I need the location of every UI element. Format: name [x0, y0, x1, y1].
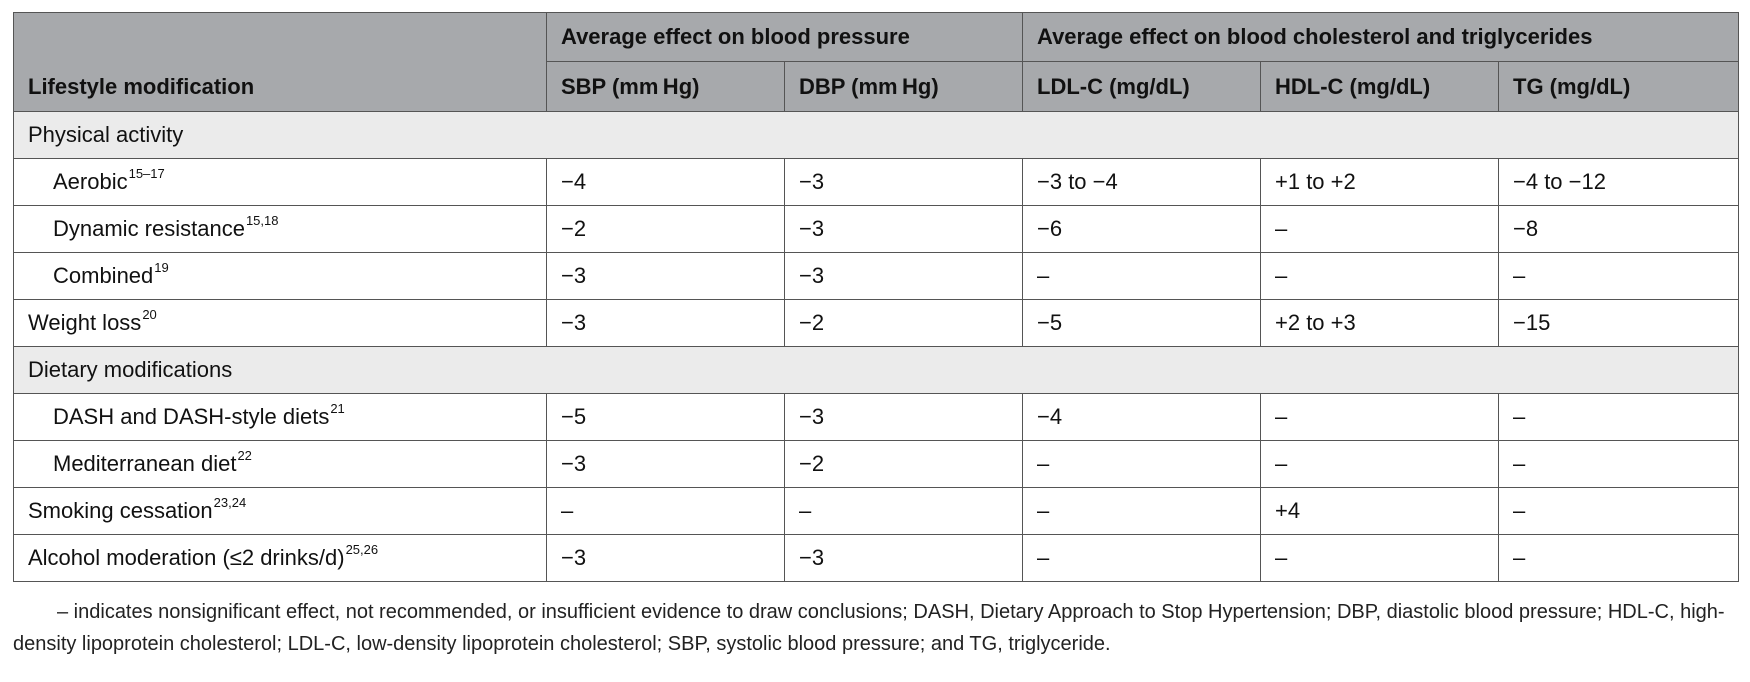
header-column-row: SBP (mm Hg) DBP (mm Hg) LDL-C (mg/dL) HD… — [14, 61, 1739, 112]
lifestyle-effects-table-container: Lifestyle modification Average effect on… — [13, 12, 1739, 582]
value-cell-dbp: −3 — [784, 205, 1023, 253]
row-label-cell: Smoking cessation23,24 — [13, 487, 547, 535]
reference-superscript: 23,24 — [213, 495, 247, 510]
value-cell-dbp: −3 — [784, 534, 1023, 582]
column-header-tg: TG (mg/dL) — [1498, 61, 1739, 112]
section-row: Dietary modifications — [13, 346, 1739, 394]
row-label: Mediterranean diet — [53, 451, 237, 476]
value-cell-tg: −15 — [1498, 299, 1739, 347]
value-cell-hdl: +2 to +3 — [1260, 299, 1499, 347]
row-label-cell: Weight loss20 — [13, 299, 547, 347]
table-row: Weight loss20 −3 −2 −5 +2 to +3 −15 — [13, 299, 1739, 347]
table-row: Mediterranean diet22 −3 −2– – – — [13, 440, 1739, 488]
value-cell-tg: – — [1498, 487, 1739, 535]
reference-superscript: 15,18 — [245, 213, 279, 228]
value-cell-sbp: −4 — [546, 158, 785, 206]
value-cell-tg: −4 to −12 — [1498, 158, 1739, 206]
row-label: Aerobic — [53, 169, 128, 194]
value-cell-ldl: – — [1022, 487, 1261, 535]
value-cell-dbp: −2 — [784, 299, 1023, 347]
value-cell-tg: – — [1498, 252, 1739, 300]
table-footnote: – indicates nonsignificant effect, not r… — [13, 601, 1725, 655]
row-label-cell: Aerobic15–17 — [13, 158, 547, 206]
reference-superscript: 25,26 — [345, 542, 379, 557]
value-cell-ldl: – — [1022, 440, 1261, 488]
value-cell-sbp: −3 — [546, 534, 785, 582]
table-row: Dynamic resistance15,18 −2 −3 −6– −8 — [13, 205, 1739, 253]
table-row: Smoking cessation23,24– – – +4– — [13, 487, 1739, 535]
reference-superscript: 19 — [154, 260, 169, 275]
value-cell-ldl: – — [1022, 534, 1261, 582]
table-row: Aerobic15–17 −4 −3 −3 to −4 +1 to +2 −4 to −1… — [13, 158, 1739, 206]
value-cell-tg: – — [1498, 534, 1739, 582]
value-cell-sbp: −3 — [546, 299, 785, 347]
row-label-cell: Alcohol moderation (≤2 drinks/d)25,26 — [13, 534, 547, 582]
table-row: DASH and DASH-style diets21 −5 −3 −4– – — [13, 393, 1739, 441]
lipids-group-header: Average effect on blood cholesterol and … — [1022, 12, 1739, 62]
value-cell-ldl: −5 — [1022, 299, 1261, 347]
value-cell-hdl: – — [1260, 205, 1499, 253]
column-header-hdl: HDL-C (mg/dL) — [1260, 61, 1499, 112]
table-row: Alcohol moderation (≤2 drinks/d)25,26 −3−… — [13, 534, 1739, 582]
value-cell-tg: – — [1498, 393, 1739, 441]
lifestyle-header: Lifestyle modification — [13, 12, 547, 112]
row-label-cell: Dynamic resistance15,18 — [13, 205, 547, 253]
column-header-sbp: SBP (mm Hg) — [546, 61, 785, 112]
table-body: Physical activity Aerobic15–17 −4 −3 −3 to −… — [13, 111, 1739, 582]
value-cell-hdl: – — [1260, 534, 1499, 582]
row-label: Alcohol moderation (≤2 drinks/d) — [28, 545, 345, 570]
lifestyle-effects-table: Lifestyle modification Average effect on… — [13, 12, 1739, 582]
reference-superscript: 22 — [237, 448, 252, 463]
value-cell-sbp: −5 — [546, 393, 785, 441]
section-row: Physical activity — [13, 111, 1739, 159]
reference-superscript: 21 — [330, 401, 345, 416]
row-label: DASH and DASH-style diets — [53, 404, 330, 429]
row-label-cell: Combined19 — [13, 252, 547, 300]
value-cell-hdl: +4 — [1260, 487, 1499, 535]
value-cell-hdl: +1 to +2 — [1260, 158, 1499, 206]
value-cell-hdl: – — [1260, 252, 1499, 300]
value-cell-dbp: −3 — [784, 393, 1023, 441]
value-cell-ldl: −3 to −4 — [1022, 158, 1261, 206]
value-cell-dbp: −3 — [784, 158, 1023, 206]
row-label: Dynamic resistance — [53, 216, 245, 241]
value-cell-sbp: −3 — [546, 440, 785, 488]
value-cell-ldl: −6 — [1022, 205, 1261, 253]
value-cell-tg: −8 — [1498, 205, 1739, 253]
value-cell-ldl: – — [1022, 252, 1261, 300]
reference-superscript: 20 — [142, 307, 157, 322]
row-label: Combined — [53, 263, 154, 288]
value-cell-ldl: −4 — [1022, 393, 1261, 441]
row-label: Weight loss — [28, 310, 142, 335]
reference-superscript: 15–17 — [128, 166, 165, 181]
value-cell-tg: – — [1498, 440, 1739, 488]
value-cell-dbp: −2 — [784, 440, 1023, 488]
blood-pressure-group-header: Average effect on blood pressure — [546, 12, 1023, 62]
value-cell-sbp: −2 — [546, 205, 785, 253]
value-cell-sbp: −3 — [546, 252, 785, 300]
table-row: Combined19 −3 −3– – – — [13, 252, 1739, 300]
value-cell-sbp: – — [546, 487, 785, 535]
value-cell-dbp: – — [784, 487, 1023, 535]
column-header-ldl: LDL-C (mg/dL) — [1022, 61, 1261, 112]
table-header: Lifestyle modification Average effect on… — [13, 12, 1739, 112]
row-label-cell: Mediterranean diet22 — [13, 440, 547, 488]
value-cell-dbp: −3 — [784, 252, 1023, 300]
column-header-dbp: DBP (mm Hg) — [784, 61, 1023, 112]
section-label: Physical activity — [13, 111, 1739, 159]
row-label-cell: DASH and DASH-style diets21 — [13, 393, 547, 441]
section-label: Dietary modifications — [13, 346, 1739, 394]
value-cell-hdl: – — [1260, 393, 1499, 441]
value-cell-hdl: – — [1260, 440, 1499, 488]
header-group-row: Lifestyle modification Average effect on… — [13, 12, 1739, 112]
row-label: Smoking cessation — [28, 498, 213, 523]
